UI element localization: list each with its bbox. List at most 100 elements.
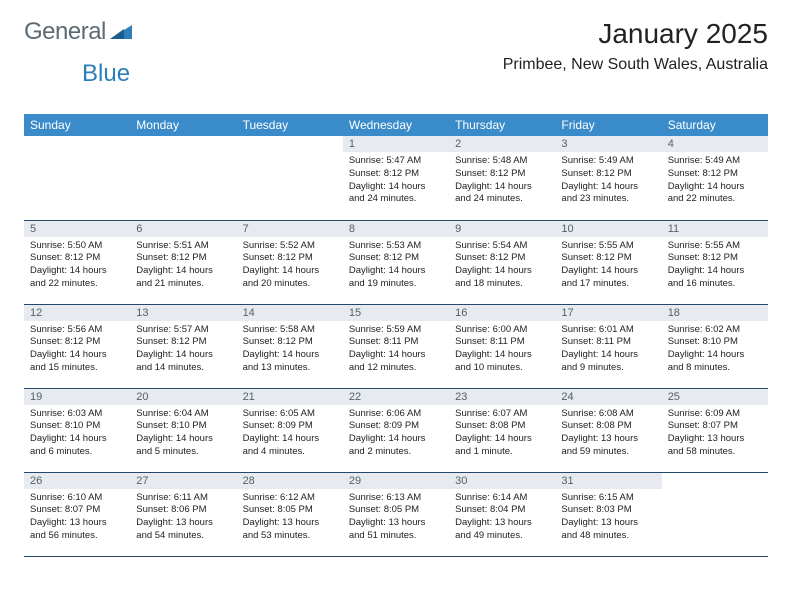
weekday-header: Wednesday — [343, 114, 449, 136]
day-number: 24 — [555, 389, 661, 405]
day-details: Sunrise: 5:51 AMSunset: 8:12 PMDaylight:… — [130, 237, 236, 295]
calendar-day-cell: 23Sunrise: 6:07 AMSunset: 8:08 PMDayligh… — [449, 388, 555, 472]
day-details: Sunrise: 6:04 AMSunset: 8:10 PMDaylight:… — [130, 405, 236, 463]
day-details: Sunrise: 6:14 AMSunset: 8:04 PMDaylight:… — [449, 489, 555, 547]
weekday-header: Friday — [555, 114, 661, 136]
day-details: Sunrise: 6:12 AMSunset: 8:05 PMDaylight:… — [237, 489, 343, 547]
calendar-day-cell: 11Sunrise: 5:55 AMSunset: 8:12 PMDayligh… — [662, 220, 768, 304]
day-number: 29 — [343, 473, 449, 489]
calendar-day-cell: 3Sunrise: 5:49 AMSunset: 8:12 PMDaylight… — [555, 136, 661, 220]
day-details: Sunrise: 5:55 AMSunset: 8:12 PMDaylight:… — [662, 237, 768, 295]
month-title: January 2025 — [503, 18, 768, 50]
day-details: Sunrise: 6:11 AMSunset: 8:06 PMDaylight:… — [130, 489, 236, 547]
calendar-day-cell: 4Sunrise: 5:49 AMSunset: 8:12 PMDaylight… — [662, 136, 768, 220]
weekday-header: Sunday — [24, 114, 130, 136]
calendar-page: General January 2025 Primbee, New South … — [0, 0, 792, 557]
calendar-day-cell: 15Sunrise: 5:59 AMSunset: 8:11 PMDayligh… — [343, 304, 449, 388]
day-details: Sunrise: 5:49 AMSunset: 8:12 PMDaylight:… — [555, 152, 661, 210]
day-number: 27 — [130, 473, 236, 489]
brand-part2: Blue — [82, 60, 130, 87]
calendar-day-cell: 14Sunrise: 5:58 AMSunset: 8:12 PMDayligh… — [237, 304, 343, 388]
day-number: 3 — [555, 136, 661, 152]
day-number: 13 — [130, 305, 236, 321]
day-number: 10 — [555, 221, 661, 237]
brand-logo: General — [24, 18, 134, 46]
day-number: 31 — [555, 473, 661, 489]
triangle-icon — [110, 23, 132, 44]
day-number: 6 — [130, 221, 236, 237]
calendar-day-cell: 31Sunrise: 6:15 AMSunset: 8:03 PMDayligh… — [555, 472, 661, 556]
calendar-day-cell: 8Sunrise: 5:53 AMSunset: 8:12 PMDaylight… — [343, 220, 449, 304]
day-details: Sunrise: 6:01 AMSunset: 8:11 PMDaylight:… — [555, 321, 661, 379]
day-details: Sunrise: 5:47 AMSunset: 8:12 PMDaylight:… — [343, 152, 449, 210]
calendar-day-cell: 17Sunrise: 6:01 AMSunset: 8:11 PMDayligh… — [555, 304, 661, 388]
day-details: Sunrise: 5:50 AMSunset: 8:12 PMDaylight:… — [24, 237, 130, 295]
day-number: 1 — [343, 136, 449, 152]
calendar-day-cell: 10Sunrise: 5:55 AMSunset: 8:12 PMDayligh… — [555, 220, 661, 304]
day-details: Sunrise: 6:08 AMSunset: 8:08 PMDaylight:… — [555, 405, 661, 463]
day-details: Sunrise: 6:15 AMSunset: 8:03 PMDaylight:… — [555, 489, 661, 547]
calendar-day-cell: 18Sunrise: 6:02 AMSunset: 8:10 PMDayligh… — [662, 304, 768, 388]
day-details: Sunrise: 6:13 AMSunset: 8:05 PMDaylight:… — [343, 489, 449, 547]
day-number: 17 — [555, 305, 661, 321]
day-details: Sunrise: 6:00 AMSunset: 8:11 PMDaylight:… — [449, 321, 555, 379]
brand-part1: General — [24, 18, 106, 46]
day-number: 11 — [662, 221, 768, 237]
day-number: 20 — [130, 389, 236, 405]
day-details: Sunrise: 6:05 AMSunset: 8:09 PMDaylight:… — [237, 405, 343, 463]
weekday-header: Monday — [130, 114, 236, 136]
day-details: Sunrise: 5:59 AMSunset: 8:11 PMDaylight:… — [343, 321, 449, 379]
calendar-day-cell: 22Sunrise: 6:06 AMSunset: 8:09 PMDayligh… — [343, 388, 449, 472]
calendar-day-cell: 19Sunrise: 6:03 AMSunset: 8:10 PMDayligh… — [24, 388, 130, 472]
calendar-day-cell: 24Sunrise: 6:08 AMSunset: 8:08 PMDayligh… — [555, 388, 661, 472]
day-details: Sunrise: 6:03 AMSunset: 8:10 PMDaylight:… — [24, 405, 130, 463]
calendar-day-cell: 25Sunrise: 6:09 AMSunset: 8:07 PMDayligh… — [662, 388, 768, 472]
calendar-day-cell: 16Sunrise: 6:00 AMSunset: 8:11 PMDayligh… — [449, 304, 555, 388]
day-number: 26 — [24, 473, 130, 489]
day-number: 16 — [449, 305, 555, 321]
calendar-week-row: 1Sunrise: 5:47 AMSunset: 8:12 PMDaylight… — [24, 136, 768, 220]
day-details: Sunrise: 5:49 AMSunset: 8:12 PMDaylight:… — [662, 152, 768, 210]
calendar-day-cell — [237, 136, 343, 220]
day-details: Sunrise: 5:56 AMSunset: 8:12 PMDaylight:… — [24, 321, 130, 379]
day-number: 14 — [237, 305, 343, 321]
calendar-week-row: 12Sunrise: 5:56 AMSunset: 8:12 PMDayligh… — [24, 304, 768, 388]
calendar-week-row: 26Sunrise: 6:10 AMSunset: 8:07 PMDayligh… — [24, 472, 768, 556]
weekday-header: Saturday — [662, 114, 768, 136]
calendar-day-cell: 1Sunrise: 5:47 AMSunset: 8:12 PMDaylight… — [343, 136, 449, 220]
day-details: Sunrise: 6:09 AMSunset: 8:07 PMDaylight:… — [662, 405, 768, 463]
day-number: 7 — [237, 221, 343, 237]
day-details: Sunrise: 5:58 AMSunset: 8:12 PMDaylight:… — [237, 321, 343, 379]
day-details: Sunrise: 5:55 AMSunset: 8:12 PMDaylight:… — [555, 237, 661, 295]
day-number: 30 — [449, 473, 555, 489]
day-number: 8 — [343, 221, 449, 237]
calendar-day-cell — [24, 136, 130, 220]
day-number: 28 — [237, 473, 343, 489]
calendar-day-cell: 20Sunrise: 6:04 AMSunset: 8:10 PMDayligh… — [130, 388, 236, 472]
weekday-header: Tuesday — [237, 114, 343, 136]
calendar-week-row: 5Sunrise: 5:50 AMSunset: 8:12 PMDaylight… — [24, 220, 768, 304]
calendar-day-cell: 7Sunrise: 5:52 AMSunset: 8:12 PMDaylight… — [237, 220, 343, 304]
day-details: Sunrise: 6:02 AMSunset: 8:10 PMDaylight:… — [662, 321, 768, 379]
day-details: Sunrise: 6:10 AMSunset: 8:07 PMDaylight:… — [24, 489, 130, 547]
calendar-day-cell — [662, 472, 768, 556]
day-number: 23 — [449, 389, 555, 405]
calendar-day-cell: 21Sunrise: 6:05 AMSunset: 8:09 PMDayligh… — [237, 388, 343, 472]
day-details: Sunrise: 5:52 AMSunset: 8:12 PMDaylight:… — [237, 237, 343, 295]
calendar-day-cell: 27Sunrise: 6:11 AMSunset: 8:06 PMDayligh… — [130, 472, 236, 556]
calendar-day-cell: 12Sunrise: 5:56 AMSunset: 8:12 PMDayligh… — [24, 304, 130, 388]
calendar-day-cell: 26Sunrise: 6:10 AMSunset: 8:07 PMDayligh… — [24, 472, 130, 556]
day-number: 12 — [24, 305, 130, 321]
day-details: Sunrise: 5:57 AMSunset: 8:12 PMDaylight:… — [130, 321, 236, 379]
calendar-week-row: 19Sunrise: 6:03 AMSunset: 8:10 PMDayligh… — [24, 388, 768, 472]
day-number: 19 — [24, 389, 130, 405]
calendar-day-cell: 29Sunrise: 6:13 AMSunset: 8:05 PMDayligh… — [343, 472, 449, 556]
calendar-day-cell: 5Sunrise: 5:50 AMSunset: 8:12 PMDaylight… — [24, 220, 130, 304]
calendar-day-cell — [130, 136, 236, 220]
day-number: 9 — [449, 221, 555, 237]
day-number: 22 — [343, 389, 449, 405]
calendar-day-cell: 30Sunrise: 6:14 AMSunset: 8:04 PMDayligh… — [449, 472, 555, 556]
weekday-header-row: Sunday Monday Tuesday Wednesday Thursday… — [24, 114, 768, 136]
day-number: 2 — [449, 136, 555, 152]
calendar-day-cell: 28Sunrise: 6:12 AMSunset: 8:05 PMDayligh… — [237, 472, 343, 556]
